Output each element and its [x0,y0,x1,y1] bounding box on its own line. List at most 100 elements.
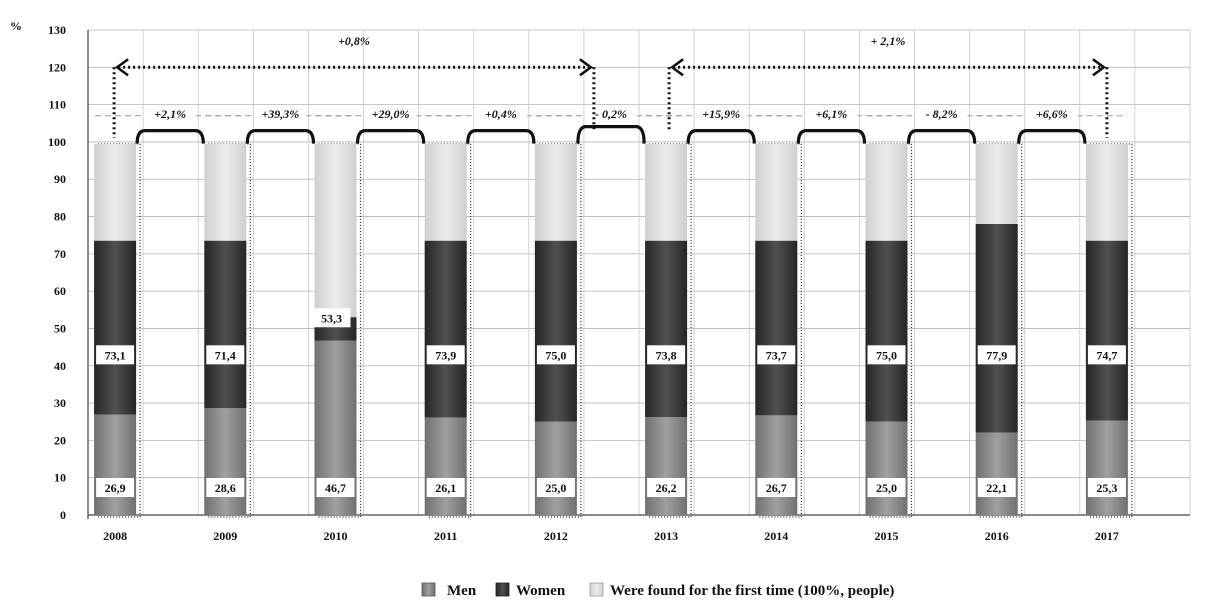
legend-item-women: Women [495,582,566,599]
change-label: +6,1% [815,107,847,121]
y-tick-label: 0 [60,508,66,522]
yearly-change-annotations: +2,1% +39,3% +29,0% +0,4% - 0,2% +15,9% +6,1% -… [95,106,1127,144]
y-tick-label: 70 [54,247,66,261]
change-label-box [364,106,417,121]
bar-women [534,240,577,422]
data-label-box-men [536,478,575,497]
change-label: +29,0% [372,107,410,121]
data-label-men: 26,9 [105,481,126,495]
data-label-box-men [426,478,465,497]
change-bracket [1017,129,1087,144]
bar-men [975,432,1018,515]
legend-label-total: Were found for the first time (100%, peo… [610,583,894,599]
data-label-women: 73,9 [435,348,456,362]
bar-women [94,240,137,415]
period-change-label: +0,8% [338,34,370,48]
data-label-women: 73,8 [656,348,677,362]
x-tick-label: 2012 [544,529,568,543]
legend-swatch-men [421,582,436,597]
bar-women [865,240,908,422]
data-label-box-men [977,478,1016,497]
change-label-box [474,106,527,121]
period-change-annotations: +0,8% + 2,1% [112,34,1109,138]
data-label-women: 53,3 [321,311,342,325]
y-tick-label: 110 [49,98,66,112]
data-label-box-women [206,345,245,365]
change-label: +2,1% [154,107,186,121]
change-bracket [796,129,867,144]
data-label-box-men [316,478,355,497]
legend-item-total: Were found for the first time (100%, peo… [589,582,894,599]
x-tick-label: 2010 [324,529,348,543]
data-label-box-men [96,478,135,497]
y-tick-label: 50 [54,321,66,335]
data-label-box-women [647,345,686,365]
bar-women [424,240,467,418]
period-arrowhead-left [669,58,684,77]
bar-women [1085,240,1128,421]
data-label-men: 25,3 [1096,481,1117,495]
change-label-box [915,106,968,121]
y-tick-label: 10 [54,471,66,485]
data-label-men: 25,0 [545,481,566,495]
change-bracket [135,129,205,144]
change-bracket [576,125,646,144]
y-tick-label: 60 [54,284,66,298]
data-label-box-women [312,308,351,328]
data-label-women: 74,7 [1096,348,1117,362]
data-label-box-men [647,478,686,497]
change-label-box [254,106,307,121]
x-axis: 2008 2009 2010 2011 2012 2013 2014 2015 2016 2017 [103,529,1119,543]
change-label: +15,9% [702,107,740,121]
data-label-women: 73,7 [766,348,787,362]
bar-women [975,224,1018,433]
bar-men [204,408,247,515]
data-label-box-men [867,478,906,497]
x-tick-label: 2014 [764,529,788,543]
x-tick-label: 2016 [985,529,1009,543]
data-label-men: 28,6 [215,481,236,495]
bar-men [755,415,798,515]
data-label-men: 26,2 [656,481,677,495]
data-label-men: 26,1 [435,481,456,495]
bar-total [314,143,357,341]
legend-label-women: Women [516,583,566,599]
data-label-women: 71,4 [215,348,236,362]
bar-men [94,414,137,515]
bar-men [865,421,908,515]
data-label-women: 77,9 [986,348,1007,362]
x-tick-label: 2013 [654,529,678,543]
y-tick-label: 40 [54,359,66,373]
change-label-box [1025,106,1078,121]
data-label-box-women [1087,345,1126,365]
data-label-box-men [206,478,245,497]
change-label: - 0,2% [595,107,627,121]
bar-women [755,240,798,416]
change-bracket [245,129,316,144]
legend-swatch-total [589,582,604,597]
data-label-box-men [1087,478,1126,497]
data-label-box-women [536,345,575,365]
change-label-box [695,106,748,121]
data-label-box-women [757,345,796,365]
data-label-box-men [757,478,796,497]
y-axis: 0 10 20 30 40 50 60 70 80 90 100 110 120 130 [48,23,66,522]
y-tick-label: 130 [48,23,66,37]
grid [87,29,1191,519]
bar-men [645,417,688,515]
data-label-box-women [426,345,465,365]
change-label: +6,6% [1036,107,1068,121]
bar-men [424,417,467,515]
change-label: +39,3% [261,107,299,121]
y-tick-label: 100 [48,135,66,149]
data-label-men: 46,7 [325,481,346,495]
data-label-women: 75,0 [876,348,897,362]
change-label: +0,4% [485,107,517,121]
bars: 26,9 73,1 28,6 71,4 46,7 53,3 26,1 73,9 25,0 75,0… [94,143,1133,518]
y-tick-label: 90 [54,172,66,186]
change-label-box [805,106,858,121]
change-label-box [585,106,637,121]
legend-label-men: Men [447,583,477,599]
data-label-box-women [977,345,1016,365]
